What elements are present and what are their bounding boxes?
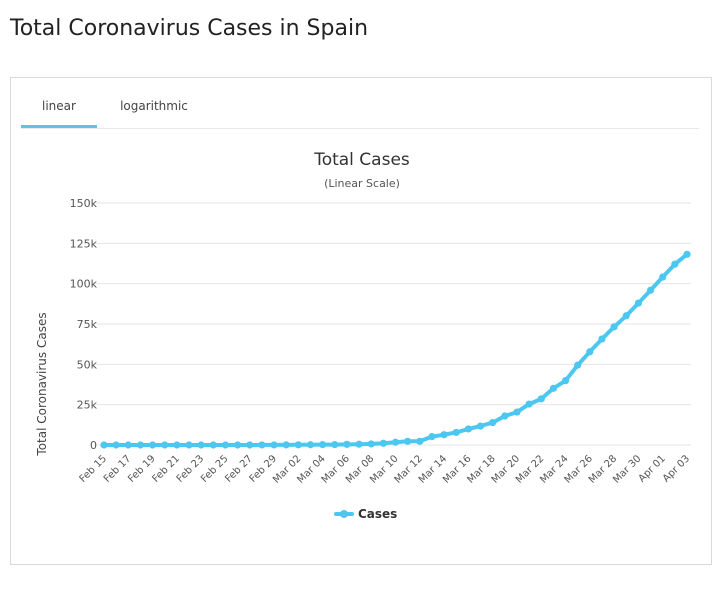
chart-subtitle: (Linear Scale) (324, 177, 400, 190)
data-point (246, 441, 254, 449)
data-point (234, 441, 242, 449)
data-point (343, 440, 351, 448)
y-axis-title: Total Coronavirus Cases (35, 312, 49, 456)
data-point (671, 260, 679, 268)
data-point (683, 250, 691, 258)
data-point (185, 441, 193, 449)
series-cases (100, 250, 691, 449)
data-point (610, 323, 618, 331)
tab-logarithmic[interactable]: logarithmic (120, 99, 188, 113)
y-tick-label: 150k (70, 197, 98, 210)
y-tick-label: 100k (70, 278, 98, 291)
data-point (659, 273, 667, 281)
data-point (124, 441, 132, 449)
x-tick-label: Apr 03 (661, 453, 692, 484)
data-point (282, 441, 290, 449)
data-point (319, 441, 327, 449)
data-point (428, 432, 436, 441)
data-point (270, 441, 278, 449)
data-point (464, 425, 472, 433)
y-axis-ticks: 0 25k 50k 75k 100k 125k 150k (70, 197, 98, 452)
data-point (367, 440, 375, 448)
y-tick-label: 75k (77, 318, 98, 331)
data-point (221, 441, 230, 449)
y-tick-label: 125k (70, 237, 98, 250)
data-point (622, 312, 630, 320)
tab-linear[interactable]: linear (21, 94, 97, 128)
data-point (489, 418, 497, 427)
scale-tabs: linear logarithmic (21, 94, 699, 129)
data-point (476, 422, 485, 430)
data-point (355, 440, 363, 448)
data-point (646, 286, 655, 294)
data-point (258, 441, 266, 449)
data-point (501, 412, 509, 420)
total-cases-chart: Total Cases (Linear Scale) Total Coronav… (35, 150, 693, 521)
data-point (404, 437, 412, 445)
data-point (416, 437, 424, 445)
data-point (294, 441, 302, 449)
data-point (306, 441, 315, 449)
data-point (148, 441, 157, 449)
chart-panel: linear logarithmic Total Cases (Linear S… (10, 77, 712, 565)
data-point (537, 395, 545, 403)
data-point (331, 440, 339, 449)
data-point (112, 441, 120, 449)
data-point (161, 441, 169, 449)
chart-title: Total Cases (313, 150, 410, 170)
y-tick-label: 50k (77, 358, 98, 371)
data-point (391, 438, 400, 446)
data-point (100, 441, 108, 449)
series-line (102, 252, 689, 447)
data-point (379, 439, 387, 447)
data-point (561, 377, 570, 385)
data-point (586, 348, 594, 356)
data-point (598, 335, 606, 343)
data-point (209, 441, 217, 449)
data-point (513, 408, 521, 416)
data-point (525, 400, 533, 408)
page-title: Total Coronavirus Cases in Spain (10, 16, 369, 41)
grid-lines (94, 202, 691, 446)
y-tick-label: 25k (77, 399, 98, 412)
data-point (197, 441, 205, 449)
legend-swatch-marker (340, 510, 348, 518)
legend-label: Cases (358, 507, 397, 521)
y-tick-label: 0 (90, 439, 97, 452)
data-point (173, 441, 181, 449)
data-point (440, 431, 448, 439)
data-point (634, 299, 643, 307)
data-point (136, 441, 145, 449)
legend[interactable]: Cases (334, 507, 397, 521)
data-point (549, 384, 557, 392)
data-point (574, 361, 582, 369)
data-point (452, 428, 460, 437)
